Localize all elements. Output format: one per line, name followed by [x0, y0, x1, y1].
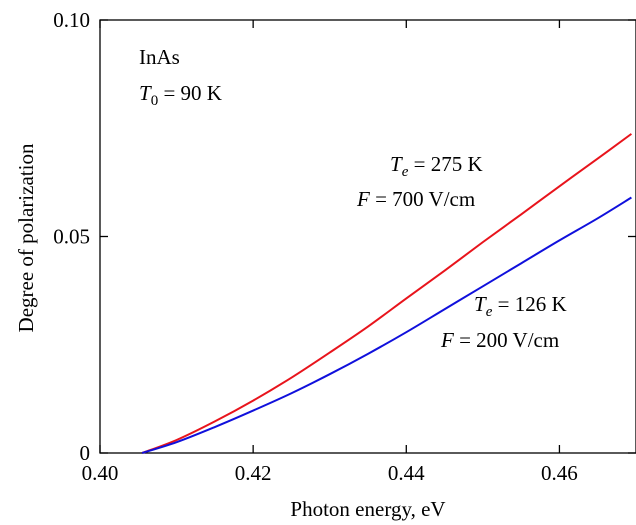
material-label: InAs	[139, 45, 180, 69]
blue-te-value: = 126 K	[492, 292, 566, 316]
t0-symbol: T	[139, 81, 152, 105]
red-te-annotation: Te = 275 K	[390, 152, 483, 180]
series-line-red	[141, 133, 633, 454]
red-te-value: = 275 K	[408, 152, 482, 176]
red-f-annotation: F = 700 V/cm	[356, 187, 475, 211]
red-f-value: = 700 V/cm	[370, 187, 475, 211]
y-axis-label: Degree of polarization	[14, 143, 38, 332]
blue-te-subscript: e	[486, 304, 493, 320]
x-tick-label: 0.46	[541, 461, 578, 485]
x-tick-label: 0.44	[388, 461, 425, 485]
red-te-symbol: T	[390, 152, 403, 176]
blue-te-symbol: T	[474, 292, 487, 316]
y-tick-label: 0.10	[53, 8, 90, 32]
t0-subscript: 0	[151, 93, 159, 109]
blue-f-value: = 200 V/cm	[454, 328, 559, 352]
series-line-blue	[141, 196, 632, 454]
red-f-symbol: F	[356, 187, 370, 211]
blue-f-symbol: F	[440, 328, 454, 352]
t0-value: = 90 K	[158, 81, 222, 105]
axis-ticks: 0.40 0.42 0.44 0.46 0 0.05 0.10	[53, 8, 636, 485]
y-tick-label: 0	[80, 441, 91, 465]
blue-te-annotation: Te = 126 K	[474, 292, 567, 320]
red-te-subscript: e	[402, 164, 409, 180]
series-lines	[141, 133, 633, 454]
y-tick-label: 0.05	[53, 225, 90, 249]
t0-annotation: T0 = 90 K	[139, 81, 222, 109]
blue-f-annotation: F = 200 V/cm	[440, 328, 559, 352]
x-tick-label: 0.42	[235, 461, 272, 485]
x-axis-label: Photon energy, eV	[290, 497, 445, 521]
x-tick-label: 0.40	[82, 461, 119, 485]
